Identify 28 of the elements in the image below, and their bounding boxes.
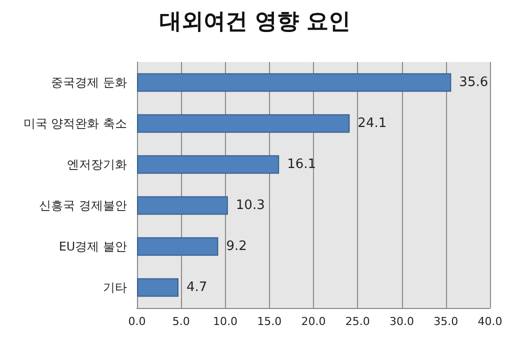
data-label: 10.3 (236, 198, 265, 213)
bar (137, 196, 228, 215)
bar (137, 155, 280, 174)
y-tick-label: 신흥국 경제불안 (39, 198, 127, 212)
x-tick-label: 0.0 (128, 315, 146, 328)
data-label: 9.2 (226, 239, 247, 254)
chart-title: 대외여건 영향 요인 (159, 10, 351, 34)
bar (137, 278, 178, 297)
x-tick-label: 30.0 (390, 315, 414, 328)
x-tick-label: 35.0 (434, 315, 458, 328)
x-tick-label: 5.0 (172, 315, 190, 328)
data-label: 35.6 (459, 75, 488, 90)
x-tick-label: 25.0 (345, 315, 370, 328)
data-label: 4.7 (186, 280, 208, 295)
x-tick-label: 10.0 (213, 315, 238, 328)
x-tick-label: 15.0 (257, 315, 282, 328)
x-tick-label: 40.0 (478, 315, 502, 328)
y-tick-label: 미국 양적완화 축소 (23, 116, 127, 130)
y-tick-label: 기타 (103, 280, 127, 294)
bar (137, 237, 218, 256)
y-tick-label: EU경제 불안 (58, 240, 127, 254)
y-tick-label: 중국경제 둔화 (51, 76, 127, 90)
bar (137, 114, 350, 133)
data-label: 16.1 (287, 157, 316, 172)
bar (137, 73, 452, 92)
data-label: 24.1 (358, 116, 387, 131)
x-tick-label: 20.0 (301, 315, 326, 328)
y-tick-label: 엔저장기화 (67, 158, 127, 172)
